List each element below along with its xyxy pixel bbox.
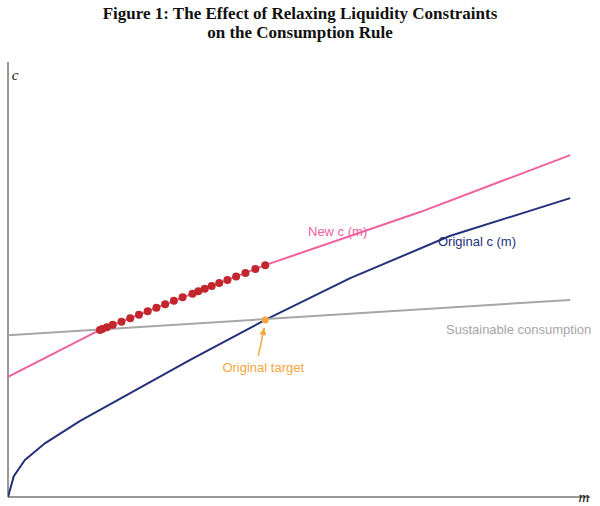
x-axis-label: m — [579, 489, 590, 505]
scatter-point — [170, 297, 178, 305]
series-label: Sustainable consumption — [446, 322, 591, 337]
scatter-point — [96, 326, 104, 334]
scatter-point — [232, 272, 240, 280]
series-line — [8, 155, 570, 377]
scatter-point — [208, 282, 216, 290]
scatter-point — [135, 311, 143, 319]
scatter-point — [241, 269, 249, 277]
title: on the Consumption Rule — [207, 23, 393, 42]
scatter-point — [117, 318, 125, 326]
series-label: New c (m) — [308, 224, 367, 239]
scatter-point — [223, 276, 231, 284]
scatter-point — [188, 290, 196, 298]
scatter-point — [126, 314, 134, 322]
annotation-point — [262, 316, 269, 323]
scatter-point — [215, 279, 223, 287]
scatter-point — [144, 307, 152, 315]
series-label: Original c (m) — [438, 234, 516, 249]
title: Figure 1: The Effect of Relaxing Liquidi… — [103, 4, 498, 23]
scatter-point — [261, 261, 269, 269]
scatter-point — [152, 304, 160, 312]
chart: Figure 1: The Effect of Relaxing Liquidi… — [0, 0, 600, 506]
scatter-point — [251, 265, 259, 273]
annotation-arrowhead — [259, 328, 266, 336]
series-line — [8, 198, 570, 497]
annotation-text: Original target — [222, 360, 304, 375]
y-axis — [8, 62, 9, 497]
scatter-point — [179, 293, 187, 301]
scatter-point — [161, 300, 169, 308]
x-axis — [8, 497, 590, 498]
y-axis-label: c — [12, 67, 19, 83]
